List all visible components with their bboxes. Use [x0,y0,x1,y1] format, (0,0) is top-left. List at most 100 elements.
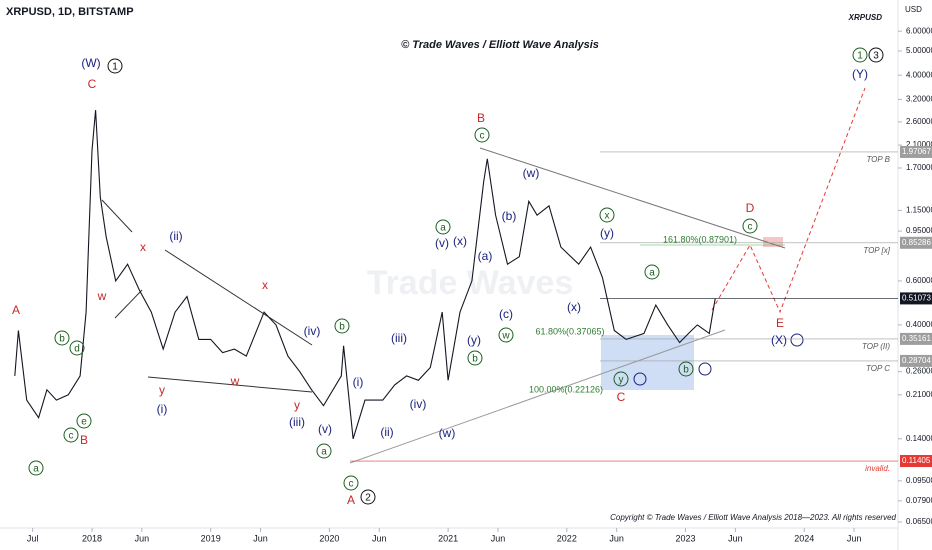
x-tick-label: Jun [372,533,387,543]
wave-label: b [683,365,689,376]
x-tick-label: Jun [491,533,506,543]
x-tick-label: 2022 [557,533,577,543]
projection [711,87,866,314]
wave-label: E [776,316,784,330]
wave-label: A [347,493,355,507]
y-axis-label: USD [905,5,922,14]
wave-label: A [12,303,20,317]
price-label: 0.28704 [902,356,931,365]
wave-label: (x) [453,234,467,248]
wave-label: 3 [873,51,879,62]
wave-circle [467,350,483,366]
trendline [147,376,313,393]
wave-label: a [33,464,39,475]
wave-label: 1 [857,51,863,62]
wave-circle [678,361,694,377]
wave-circle [435,219,451,235]
wave-label: (y) [467,333,481,347]
price-line [14,110,716,439]
wave-label: B [80,433,88,447]
price-badge [900,354,932,367]
wave-label: C [617,390,626,404]
wave-label: B [477,111,485,125]
wave-label: c [69,431,74,442]
wave-circle [599,207,615,223]
trendline [164,249,313,346]
wave-circle [28,460,44,476]
x-tick-label: Jun [847,533,862,543]
price-badge [900,332,932,345]
price-badge [900,292,932,305]
icon [698,362,712,376]
trendline [101,199,133,233]
wave-label: b [339,322,345,333]
footer: Copyright © Trade Waves / Elliott Wave A… [610,513,896,522]
wave-circle [868,47,884,63]
wave-label: w [230,374,240,388]
y-tick-label: 4.00000 [906,70,932,79]
wave-circle [360,489,376,505]
wave-circle [852,47,868,63]
wave-circle [69,340,85,356]
wave-label: (iii) [391,331,407,345]
y-tick-label: 5.00000 [906,46,932,55]
wave-label: b [59,334,65,345]
x-tick-label: 2019 [201,533,221,543]
wave-label: (x) [567,300,581,314]
x-tick-label: 2024 [794,533,814,543]
x-tick-label: 2020 [319,533,339,543]
wave-label: (Y) [852,67,868,81]
wave-label: b [472,354,478,365]
symbol-label: XRPUSD [848,13,883,22]
trendline [479,147,786,249]
wave-label: 1 [112,62,118,73]
wave-label: x [262,278,268,292]
x-tick-label: Jun [253,533,268,543]
y-tick-label: 6.00000 [906,26,932,35]
wave-label: (i) [157,402,168,416]
price-badge [900,236,932,249]
trendline [349,329,726,464]
wave-label: a [440,223,446,234]
wave-circle [474,127,490,143]
wave-label: x [140,240,146,254]
wave-label: D [746,201,755,215]
level-text: TOP [x] [863,246,890,255]
wave-label: c [349,479,354,490]
wave-label: (w) [523,166,540,180]
price-label: 1.97067 [902,147,931,156]
level-text: TOP C [866,364,890,373]
fib-zone [601,335,694,390]
wave-circle [54,330,70,346]
y-tick-label: 2.10000 [906,140,932,149]
x-tick-label: 2018 [82,533,102,543]
level-text: TOP B [866,155,890,164]
wave-label: (iv) [410,397,427,411]
x-tick-label: Jul [27,533,39,543]
wave-label: (b) [502,209,517,223]
wave-label: (v) [435,236,449,250]
wave-label: y [619,375,624,386]
wave-label: (ii) [169,229,182,243]
wave-label: e [81,417,87,428]
wave-label: (i) [353,375,364,389]
price-badge [900,455,932,468]
wave-label: 2 [365,493,371,504]
wave-circle [63,427,79,443]
fib-label: 61.80%(0.37065) [535,326,604,336]
wave-circle [644,264,660,280]
wave-label: w [97,289,107,303]
wave-label: c [480,131,485,142]
price-label: 0.85286 [902,238,931,247]
wave-label: (y) [600,226,614,240]
fib-zone [763,237,783,247]
wave-circle [498,327,514,343]
wave-label: (iv) [304,324,321,338]
